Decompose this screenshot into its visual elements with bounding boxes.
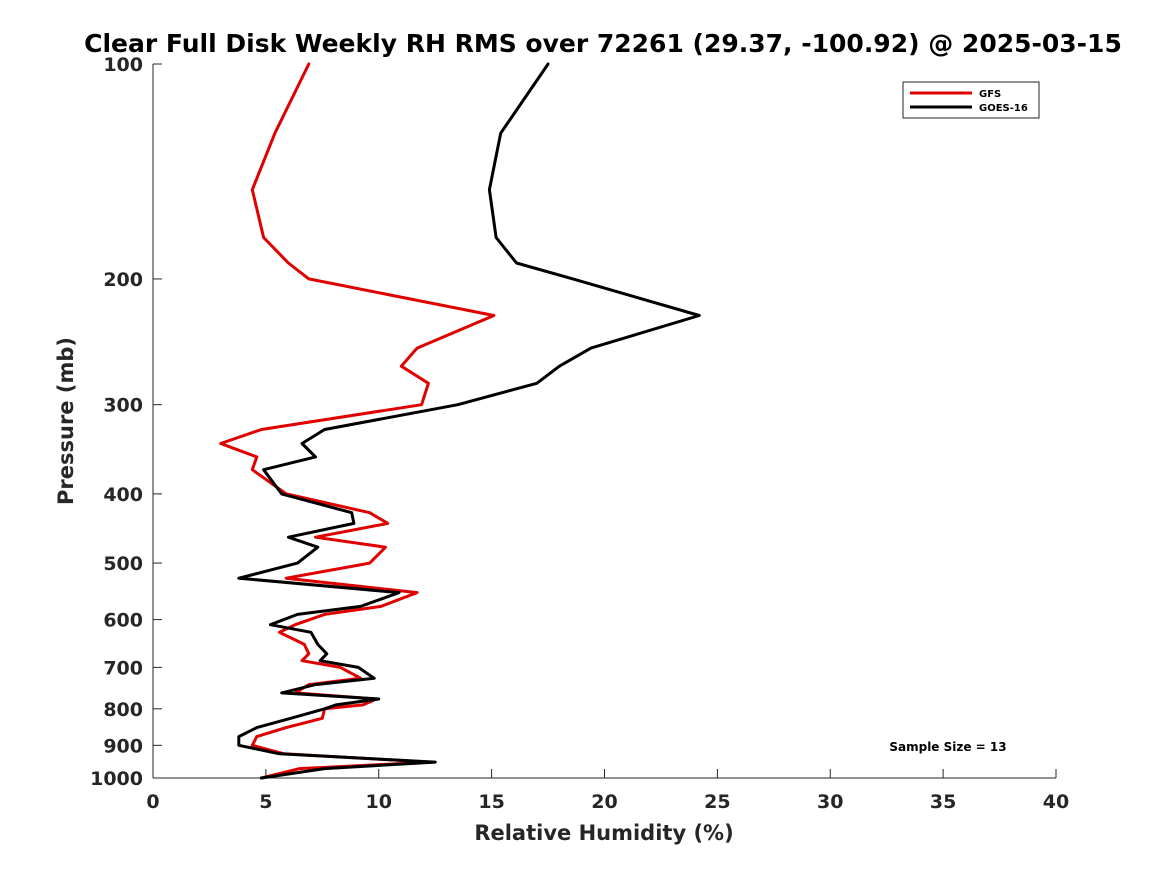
y-tick-label: 400 [103,484,143,506]
y-tick-label: 200 [103,269,143,291]
y-tick-label: 900 [103,735,143,757]
y-tick-label: 1000 [90,768,143,790]
x-tick-label: 15 [478,791,504,813]
y-tick-label: 500 [103,553,143,575]
series-group [219,62,701,780]
x-ticks: 0 5 10 15 20 25 30 35 40 [146,769,1069,813]
y-ticks: 100 200 300 400 500 600 700 800 900 1000 [90,54,162,790]
x-tick-label: 25 [704,791,730,813]
y-tick-label: 800 [103,699,143,721]
x-tick-label: 10 [366,791,392,813]
legend-label: GFS [979,89,1001,100]
legend-box [902,81,1040,119]
y-tick-label: 600 [103,610,143,632]
y-tick-label: 700 [103,657,143,679]
y-tick-label: 100 [103,54,143,76]
x-tick-label: 20 [591,791,617,813]
x-tick-label: 40 [1043,791,1069,813]
y-tick-label: 300 [103,395,143,417]
series-line-goes-16 [237,62,701,780]
legend-entries: GFS GOES-16 [910,89,1028,114]
x-tick-label: 35 [930,791,956,813]
chart-title: Clear Full Disk Weekly RH RMS over 72261… [84,29,1122,58]
x-axis-label: Relative Humidity (%) [474,821,733,845]
x-tick-label: 0 [146,791,159,813]
sample-size-annotation: Sample Size = 13 [889,740,1006,754]
series-line-gfs [219,62,496,780]
x-tick-label: 30 [817,791,843,813]
x-tick-label: 5 [259,791,272,813]
legend-label: GOES-16 [979,103,1028,114]
legend: GFS GOES-16 [902,81,1040,119]
y-axis-label: Pressure (mb) [54,337,78,505]
